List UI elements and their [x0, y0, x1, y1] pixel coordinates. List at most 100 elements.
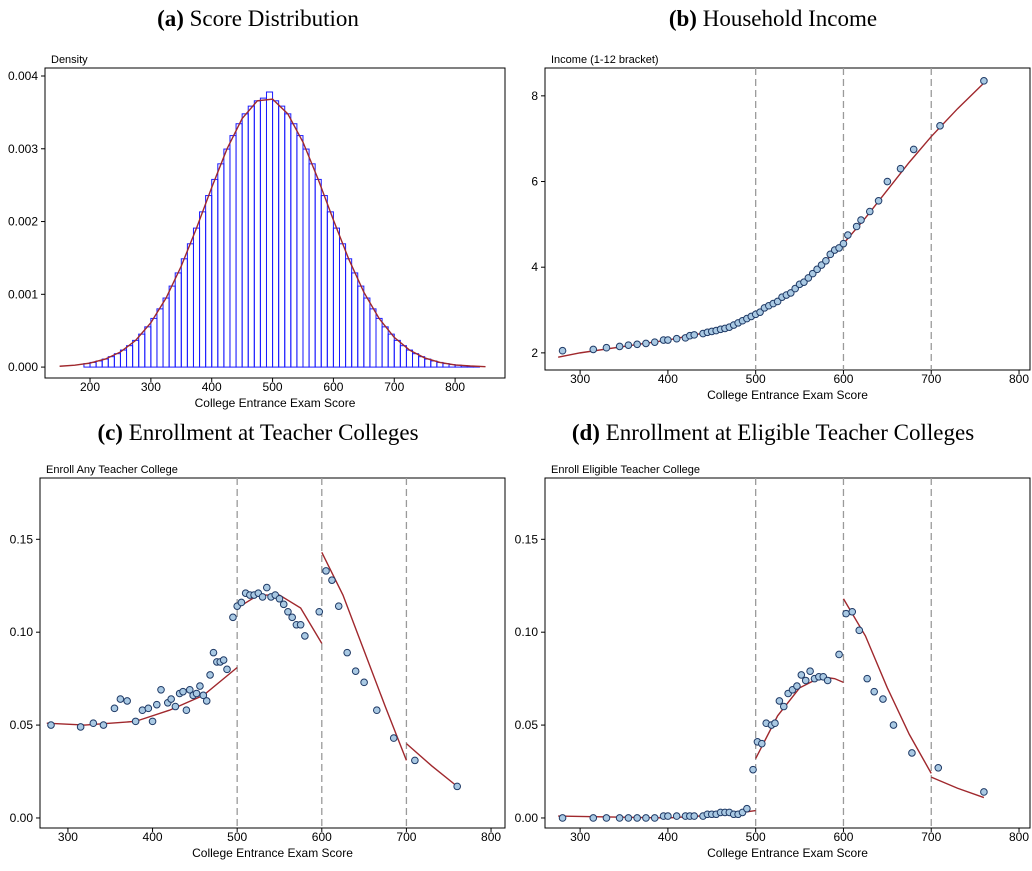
scatter-point	[209, 648, 218, 657]
plot-frame	[44, 67, 506, 379]
y-tick-label: 0.000	[8, 360, 38, 374]
y-tick-label: 0.05	[10, 718, 34, 732]
scatter-point	[664, 336, 672, 344]
histogram-bar	[180, 258, 188, 368]
scatter-point	[275, 594, 284, 603]
histogram-bar	[229, 135, 237, 368]
x-tick-label: 800	[1009, 830, 1029, 844]
scatter-point	[144, 704, 153, 713]
scatter-point	[258, 593, 267, 601]
panel: (d) Enrollment at Eligible Teacher Colle…	[515, 420, 1031, 860]
fit-line	[558, 82, 985, 358]
scatter-point	[793, 682, 801, 690]
scatter-point	[123, 697, 131, 705]
x-tick-label: 800	[481, 830, 501, 844]
title-text: Enrollment at Eligible Teacher Colleges	[606, 420, 974, 445]
scatter-point	[855, 626, 864, 635]
scatter-point	[89, 719, 98, 728]
scatter-point	[633, 814, 641, 822]
scatter-point	[171, 702, 180, 711]
x-tick-label: 700	[921, 372, 941, 386]
histogram-bar	[223, 148, 231, 368]
y-tick-label: 0.15	[10, 532, 34, 546]
histogram-bar	[126, 345, 134, 368]
histogram-bar	[357, 285, 365, 368]
scatter-point	[664, 812, 672, 820]
x-tick-label: 300	[570, 372, 590, 386]
scatter-point	[865, 207, 874, 216]
plot-area	[558, 478, 988, 828]
panel: (b) Household Income Income (1-12 bracket…	[531, 6, 1031, 402]
x-tick-label: 500	[746, 830, 766, 844]
y-tick-label: 0.003	[8, 142, 38, 156]
scatter-point	[936, 122, 944, 130]
histogram-bar	[412, 353, 420, 368]
scatter-point	[116, 695, 125, 703]
y-tick-label: 0.001	[8, 287, 38, 301]
scatter-point	[758, 739, 766, 748]
scatter-point	[223, 665, 231, 674]
panel: (c) Enrollment at Teacher CollegesEnroll…	[10, 420, 506, 860]
panel-letter: (b)	[669, 6, 697, 31]
histogram-bar	[174, 272, 182, 368]
scatter-point	[980, 77, 988, 85]
y-tick-label: 6	[531, 175, 538, 189]
scatter-point	[152, 700, 161, 709]
histogram-bar	[387, 333, 395, 368]
scatter-point	[909, 145, 918, 154]
histogram-bar	[405, 349, 414, 368]
histogram-bar	[265, 91, 274, 368]
x-tick-label: 400	[143, 830, 163, 844]
x-tick-label: 600	[323, 380, 343, 394]
scatter-point	[980, 788, 988, 796]
x-axis-title: College Entrance Exam Score	[707, 388, 868, 402]
histogram-bar	[192, 227, 201, 368]
histogram-bar	[113, 353, 121, 368]
y-tick-label: 2	[531, 346, 538, 360]
scatter-point	[262, 583, 271, 592]
scatter-point	[615, 342, 624, 351]
x-tick-label: 500	[263, 380, 283, 394]
x-tick-label: 800	[1009, 372, 1029, 386]
histogram-bar	[199, 211, 207, 368]
scatter-point	[328, 576, 336, 584]
scatter-point	[889, 721, 898, 729]
scatter-point	[219, 656, 228, 664]
scatter-point	[642, 814, 650, 822]
scatter-point	[229, 613, 237, 622]
panel-title: (b) Household Income	[669, 6, 877, 31]
histogram-bar	[320, 195, 328, 368]
histogram-bar	[308, 163, 316, 368]
scatter-point	[453, 782, 461, 791]
scatter-point	[642, 339, 650, 348]
histogram-bar	[211, 178, 219, 368]
scatter-point	[315, 607, 324, 616]
histogram-bar	[253, 100, 261, 368]
histogram-bar	[156, 308, 164, 368]
scatter-point	[199, 691, 208, 700]
scatter-point	[47, 721, 55, 729]
histogram-bar	[363, 297, 371, 368]
scatter-point	[558, 814, 567, 822]
x-tick-label: 700	[384, 380, 404, 394]
histogram-bar	[284, 113, 292, 368]
y-axis-title: Enroll Any Teacher College	[46, 464, 178, 476]
scatter-point	[148, 717, 157, 726]
scatter-point	[615, 814, 624, 822]
histogram-bar	[351, 272, 359, 368]
scatter-point	[863, 674, 871, 683]
panel-letter: (a)	[157, 6, 184, 31]
scatter-point	[775, 697, 784, 705]
scatter-point	[602, 814, 611, 822]
histogram-bar	[375, 317, 383, 368]
scatter-point	[624, 341, 633, 349]
x-tick-label: 800	[445, 380, 465, 394]
x-axis-title: College Entrance Exam Score	[195, 396, 356, 410]
scatter-point	[179, 687, 187, 696]
y-axis-title: Enroll Eligible Teacher College	[551, 464, 700, 476]
fit-line	[59, 98, 486, 368]
scatter-point	[589, 814, 598, 822]
scatter-point	[182, 706, 191, 715]
y-tick-label: 0.004	[8, 69, 38, 83]
